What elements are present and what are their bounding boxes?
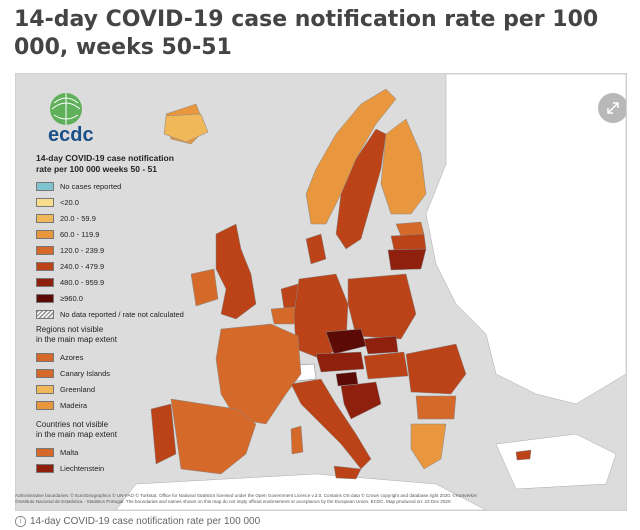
legend-label: Greenland [60, 385, 96, 394]
portugal [150, 403, 177, 465]
svg-text:ecdc: ecdc [48, 124, 94, 146]
legend-swatch [36, 310, 54, 319]
legend-swatch [36, 385, 54, 394]
country-item: Malta [36, 447, 78, 458]
france [215, 323, 302, 425]
expand-icon[interactable] [598, 93, 626, 123]
latvia [390, 233, 427, 251]
region-item: Greenland [36, 384, 95, 395]
legend-swatch [36, 182, 54, 191]
denmark [305, 233, 327, 265]
legend-swatch [36, 464, 54, 473]
legend-label: Azores [60, 353, 84, 362]
region-item: Madeira [36, 400, 87, 411]
legend-swatch [36, 353, 54, 362]
legend-label: Madeira [60, 401, 88, 410]
legend-swatch [36, 294, 54, 303]
legend-item: 480.0 - 959.9 [36, 277, 104, 288]
country-item: Liechtenstein [36, 463, 104, 474]
legend-item: 60.0 - 119.9 [36, 229, 99, 240]
spain [170, 398, 257, 475]
figure-caption: i 14-day COVID-19 case notification rate… [15, 516, 260, 527]
region-item: Canary Islands [36, 368, 110, 379]
regions-heading: Regions not visible in the main map exte… [36, 325, 117, 344]
sweden [335, 128, 387, 250]
cyprus [515, 449, 532, 461]
countries-heading: Countries not visible in the main map ex… [36, 420, 117, 439]
austria [315, 351, 365, 373]
legend-item: No data reported / rate not calculated [36, 309, 184, 320]
legend-swatch [36, 230, 54, 239]
slovenia [335, 371, 359, 387]
belgium [270, 306, 297, 325]
region-item: Azores [36, 352, 83, 363]
ireland [190, 268, 219, 307]
legend-swatch [36, 369, 54, 378]
iceland [163, 113, 209, 143]
legend-swatch [36, 246, 54, 255]
legend-label: ≥960.0 [60, 294, 83, 303]
finland [380, 118, 427, 215]
legend-label: Malta [60, 448, 79, 457]
legend-swatch [36, 278, 54, 287]
legend-swatch [36, 214, 54, 223]
norway [305, 88, 397, 225]
legend-item: 20.0 - 59.9 [36, 213, 96, 224]
legend-label: No cases reported [60, 182, 122, 191]
legend-swatch [36, 401, 54, 410]
bulgaria [415, 395, 457, 420]
legend-item: <20.0 [36, 197, 79, 208]
legend-item: 240.0 - 479.9 [36, 261, 104, 272]
legend-label: Canary Islands [60, 369, 111, 378]
legend-label: 240.0 - 479.9 [60, 262, 105, 271]
sardinia [290, 425, 304, 455]
slovakia [363, 335, 399, 355]
attribution-note: Administrative boundaries: © EuroGeograp… [15, 493, 477, 504]
legend-item: 120.0 - 239.9 [36, 245, 104, 256]
poland [347, 273, 417, 340]
legend-label: 480.0 - 959.9 [60, 278, 105, 287]
europe-map[interactable] [16, 74, 626, 510]
greece [410, 423, 447, 470]
legend-label: <20.0 [60, 198, 79, 207]
map-frame: ecdc 14-day COVID-19 case notification r… [15, 73, 627, 511]
page-title: 14-day COVID-19 case notification rate p… [14, 7, 599, 60]
united-kingdom [215, 223, 257, 320]
legend-item: ≥960.0 [36, 293, 83, 304]
legend-label: 20.0 - 59.9 [60, 214, 96, 223]
legend-label: 120.0 - 239.9 [60, 246, 105, 255]
lithuania [387, 248, 427, 271]
non-eu-land [425, 74, 626, 405]
croatia [340, 381, 382, 420]
romania [405, 343, 467, 395]
legend-label: Liechtenstein [60, 464, 105, 473]
info-icon: i [15, 516, 26, 527]
legend-label: 60.0 - 119.9 [60, 230, 100, 239]
ecdc-logo: ecdc [42, 89, 112, 149]
legend-swatch [36, 198, 54, 207]
legend-label: No data reported / rate not calculated [60, 310, 184, 319]
hungary [363, 351, 409, 380]
north-africa [115, 473, 487, 510]
legend-item: No cases reported [36, 181, 121, 192]
legend-swatch [36, 448, 54, 457]
legend-title: 14-day COVID-19 case notification rate p… [36, 153, 174, 174]
turkey [495, 433, 617, 490]
italy [290, 378, 372, 470]
legend-swatch [36, 262, 54, 271]
sicily [333, 465, 362, 480]
estonia [395, 221, 425, 237]
